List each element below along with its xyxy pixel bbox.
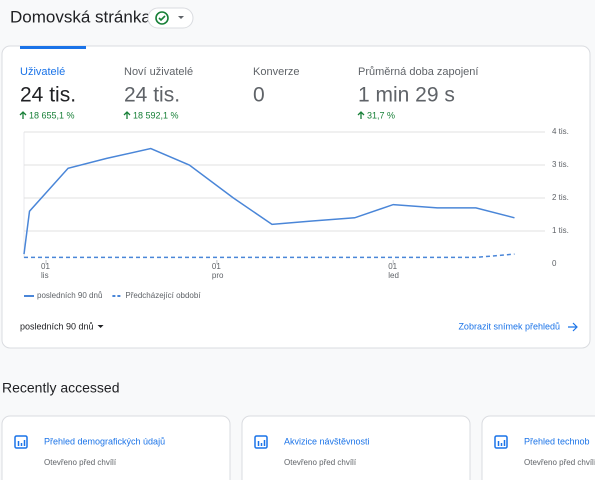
report-card[interactable] — [1, 415, 231, 485]
report-icon — [254, 435, 268, 449]
x-tick-label: lis — [41, 271, 49, 280]
page-title: Domovská stránka — [10, 7, 151, 26]
x-tick-label: 01 — [388, 262, 397, 271]
metric-label[interactable]: Noví uživatelé — [124, 66, 193, 78]
y-tick-label: 4 tis. — [552, 127, 569, 136]
report-card[interactable] — [481, 415, 595, 485]
up-arrow — [19, 111, 27, 119]
view-link[interactable]: Zobrazit snímek přehledů — [458, 321, 560, 331]
chip-caret — [178, 16, 184, 19]
report-subtitle: Otevřeno před chvílí — [524, 458, 595, 467]
range-dropdown[interactable]: posledních 90 dnů — [20, 321, 94, 331]
report-subtitle: Otevřeno před chvílí — [44, 458, 117, 467]
report-icon — [14, 435, 28, 449]
check-mark — [158, 15, 166, 22]
metric-label[interactable]: Průměrná doba zapojení — [358, 66, 478, 78]
metric-change: 18 655,1 % — [29, 110, 75, 120]
check-icon — [155, 11, 169, 25]
x-tick-label: pro — [212, 271, 224, 280]
x-tick-label: led — [388, 271, 399, 280]
metric-change: 18 592,1 % — [133, 110, 179, 120]
report-title[interactable]: Akvizice návštěvnosti — [284, 436, 370, 446]
status-chip[interactable] — [147, 7, 194, 29]
metric-value: 0 — [253, 84, 265, 107]
metric-value: 24 tis. — [20, 84, 76, 107]
report-card[interactable] — [241, 415, 471, 485]
report-subtitle: Otevřeno před chvílí — [284, 458, 357, 467]
x-tick-label: 01 — [41, 262, 50, 271]
series-line — [24, 253, 515, 259]
y-tick-label: 3 tis. — [552, 160, 569, 169]
y-tick-label: 1 tis. — [552, 226, 569, 235]
metric-value: 1 min 29 s — [358, 84, 455, 107]
y-tick-label: 0 — [552, 259, 557, 268]
y-tick-label: 2 tis. — [552, 193, 569, 202]
legend-label: Předcházející období — [125, 291, 201, 300]
overview-card — [1, 45, 591, 349]
legend-label: posledních 90 dnů — [37, 291, 102, 300]
metric-label[interactable]: Uživatelé — [20, 66, 65, 78]
up-arrow — [357, 111, 365, 119]
x-tick-label: 01 — [212, 262, 221, 271]
report-title[interactable]: Přehled technob — [524, 436, 590, 446]
up-arrow — [123, 111, 131, 119]
report-title[interactable]: Přehled demografických údajů — [44, 436, 165, 446]
link-arrow — [568, 322, 578, 332]
metric-label[interactable]: Konverze — [253, 66, 299, 78]
active-tab-indicator — [20, 46, 86, 49]
metric-change: 31,7 % — [367, 110, 395, 120]
metric-value: 24 tis. — [124, 84, 180, 107]
section-title: Recently accessed — [2, 380, 120, 396]
dropdown-caret — [97, 325, 104, 328]
series-line — [23, 147, 515, 255]
report-icon — [494, 435, 508, 449]
